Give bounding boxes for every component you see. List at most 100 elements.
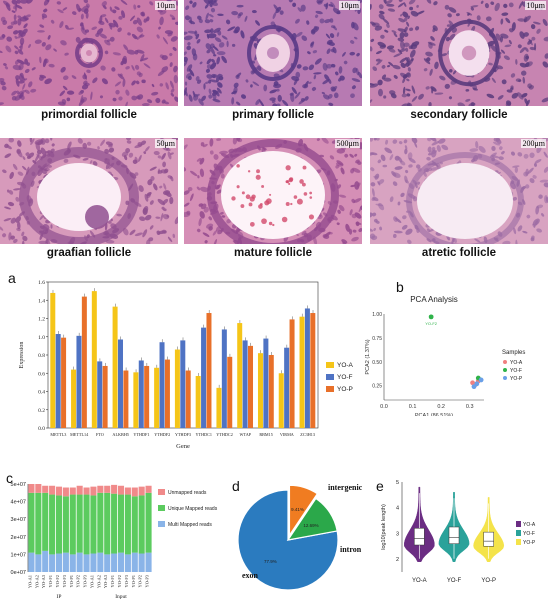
bar (133, 372, 139, 428)
nucleus-mark (429, 138, 437, 142)
stacked-bar-segment (55, 553, 63, 572)
nucleus-mark (532, 21, 541, 25)
nucleus-mark (512, 165, 520, 168)
nucleus-mark (251, 9, 257, 14)
blood-mark (268, 221, 273, 226)
nucleus-mark (534, 163, 537, 167)
nucleus-mark (319, 18, 325, 24)
nucleus-mark (43, 0, 50, 6)
nucleus-mark (322, 94, 330, 100)
nucleus-mark (169, 14, 176, 19)
nucleus-mark (370, 3, 372, 10)
nucleus-mark (149, 1, 154, 6)
nucleus-mark (245, 79, 249, 83)
nucleus-mark (430, 36, 435, 41)
nucleus-mark (41, 13, 48, 19)
nucleus-mark (158, 26, 161, 30)
nucleus-mark (325, 33, 331, 39)
nucleus-mark (142, 207, 148, 215)
nucleus-mark (210, 62, 217, 70)
bar (81, 296, 87, 428)
bar (227, 356, 233, 428)
pca-scatter-plot: PCA Analysis 0.0 0.1 0.2 0.3 0.25 0.50 0.75 1.00… (365, 295, 525, 416)
nucleus-mark (92, 77, 98, 84)
nucleus-mark (148, 237, 154, 242)
nucleus-mark (233, 86, 238, 95)
nucleus-mark (336, 222, 340, 226)
nucleus-mark (203, 0, 210, 5)
nucleus-mark (22, 165, 27, 171)
nucleus-mark (184, 190, 190, 195)
nucleus-mark (134, 172, 139, 176)
point-annotation: YO-F2 (425, 321, 438, 326)
nucleus-mark (231, 43, 236, 47)
nucleus-mark (170, 152, 174, 155)
nucleus-mark (196, 228, 201, 233)
nucleus-mark (136, 95, 141, 100)
nucleus-mark (495, 33, 502, 41)
nucleus-mark (196, 79, 202, 84)
nucleus-mark (381, 74, 387, 80)
nucleus-mark (510, 73, 516, 78)
nucleus-mark (344, 153, 349, 158)
nucleus-mark (167, 151, 172, 160)
nucleus-mark (295, 71, 301, 79)
nucleus-mark (149, 225, 154, 230)
nucleus-mark (89, 160, 93, 164)
nucleus-mark (321, 91, 326, 95)
follicle-ring (75, 38, 103, 68)
bar (144, 365, 150, 428)
nucleus-mark (350, 184, 356, 188)
nucleus-mark (543, 182, 548, 188)
nucleus-mark (47, 35, 51, 40)
nucleus-mark (84, 29, 90, 33)
nucleus-mark (370, 228, 374, 232)
nucleus-mark (153, 183, 158, 191)
nucleus-mark (67, 27, 75, 30)
stacked-bar-segment (124, 494, 131, 555)
nucleus-mark (492, 141, 501, 146)
x-tick-label: YTHDF2 (154, 432, 170, 437)
nucleus-mark (44, 78, 52, 85)
y-tick-label: 0.75 (372, 336, 382, 342)
nucleus-mark (151, 91, 159, 96)
bar (248, 345, 254, 428)
tissue-texture (0, 138, 178, 244)
nucleus-mark (430, 86, 437, 92)
nucleus-mark (397, 201, 401, 206)
nucleus-mark (3, 217, 12, 222)
nucleus-mark (522, 230, 528, 234)
nucleus-mark (80, 27, 87, 35)
nucleus-mark (59, 90, 66, 97)
stacked-bar-segment (42, 492, 49, 551)
blood-mark (309, 191, 313, 195)
legend-swatch (158, 521, 165, 527)
nucleus-mark (195, 33, 200, 40)
nucleus-mark (382, 164, 388, 168)
bar (310, 313, 316, 428)
nucleus-mark (199, 168, 205, 178)
x-tick-label: METTL14 (70, 432, 89, 437)
nucleus-mark (121, 57, 127, 65)
nucleus-mark (136, 26, 144, 33)
nucleus-mark (380, 154, 386, 162)
nucleus-mark (386, 45, 395, 50)
stacked-bar-segment (90, 486, 97, 496)
nucleus-mark (23, 15, 27, 20)
stacked-bar-segment (138, 495, 145, 554)
x-tick-label: 0.0 (380, 404, 388, 410)
nucleus-mark (141, 11, 146, 17)
legend-swatch (503, 368, 507, 372)
nucleus-mark (16, 148, 21, 154)
nucleus-mark (57, 9, 64, 14)
nucleus-mark (144, 214, 152, 221)
nucleus-mark (493, 138, 501, 142)
legend-swatch (326, 374, 334, 380)
nucleus-mark (288, 0, 293, 3)
nucleus-mark (350, 93, 355, 98)
nucleus-mark (121, 10, 126, 19)
nucleus-mark (391, 30, 397, 34)
nucleus-mark (504, 44, 512, 48)
y-axis-label: log10(peak length) (381, 504, 387, 550)
nucleus-mark (231, 11, 239, 16)
